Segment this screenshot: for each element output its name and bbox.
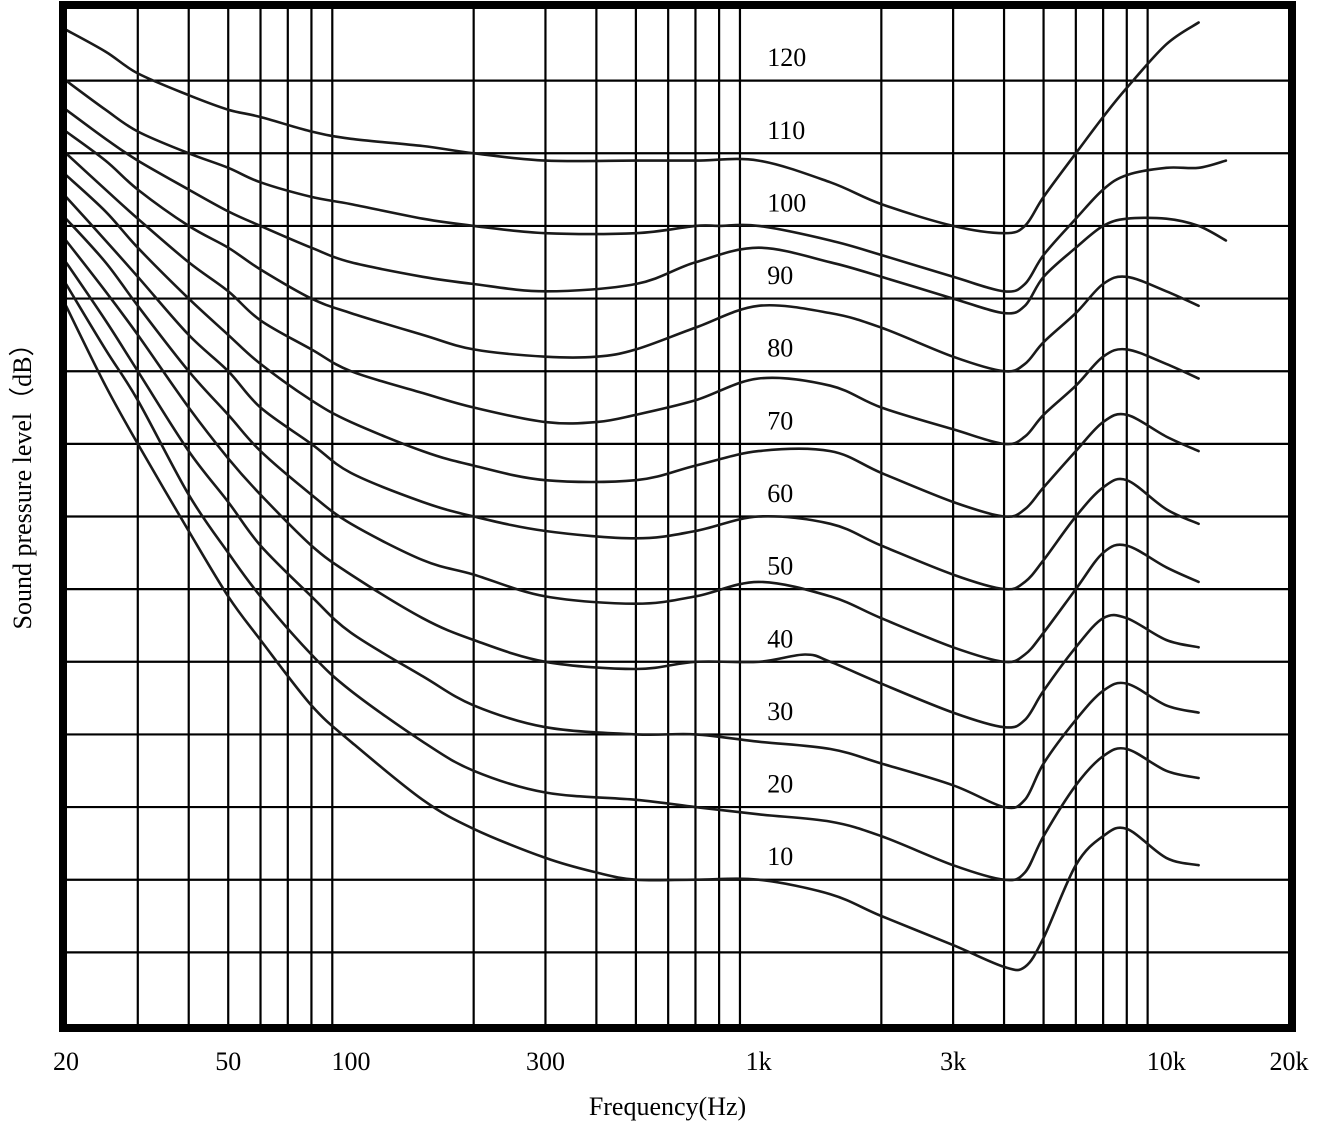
x-tick-label: 20: [53, 1047, 79, 1076]
curve-label-70: 70: [767, 406, 793, 435]
curve-20-phon: [64, 282, 1200, 882]
curve-80-phon: [64, 152, 1200, 446]
plot-frame: [59, 1, 1296, 1032]
curve-30-phon: [64, 261, 1200, 810]
curve-90-phon: [64, 130, 1200, 373]
curve-label-30: 30: [767, 697, 793, 726]
curve-label-80: 80: [767, 334, 793, 363]
curve-10-phon: [64, 304, 1200, 972]
x-tick-label: 1k: [746, 1047, 772, 1076]
curve-70-phon: [64, 173, 1200, 519]
loudness-curves: [64, 21, 1228, 972]
x-tick-label: 100: [331, 1047, 370, 1076]
x-tick-label: 50: [215, 1047, 241, 1076]
curve-60-phon: [64, 195, 1200, 591]
x-tick-label: 20k: [1270, 1047, 1309, 1076]
curve-label-50: 50: [767, 552, 793, 581]
x-tick-label: 300: [526, 1047, 565, 1076]
curve-label-40: 40: [767, 624, 793, 653]
curve-label-20: 20: [767, 770, 793, 799]
y-axis-label: Sound pressure level（dB）: [8, 331, 37, 630]
x-tick-label: 3k: [940, 1047, 966, 1076]
curve-40-phon: [64, 239, 1200, 729]
curve-50-phon: [64, 217, 1200, 664]
curve-100-phon: [64, 108, 1228, 315]
curve-label-10: 10: [767, 842, 793, 871]
curve-label-60: 60: [767, 479, 793, 508]
curve-label-90: 90: [767, 261, 793, 290]
curve-120-phon: [64, 21, 1200, 235]
curve-labels: 10 20 30 40 50 60 70 80 90 100 110 120: [767, 43, 806, 871]
curve-label-100: 100: [767, 188, 806, 217]
curve-label-110: 110: [767, 116, 805, 145]
curve-label-120: 120: [767, 43, 806, 72]
y-gridlines: [66, 79, 1289, 954]
x-tick-label: 10k: [1147, 1047, 1186, 1076]
x-tick-labels: 20 50 100 300 1k 3k 10k 20k: [53, 1047, 1309, 1076]
x-axis-label: Frequency(Hz): [589, 1092, 746, 1121]
curve-110-phon: [64, 79, 1228, 293]
